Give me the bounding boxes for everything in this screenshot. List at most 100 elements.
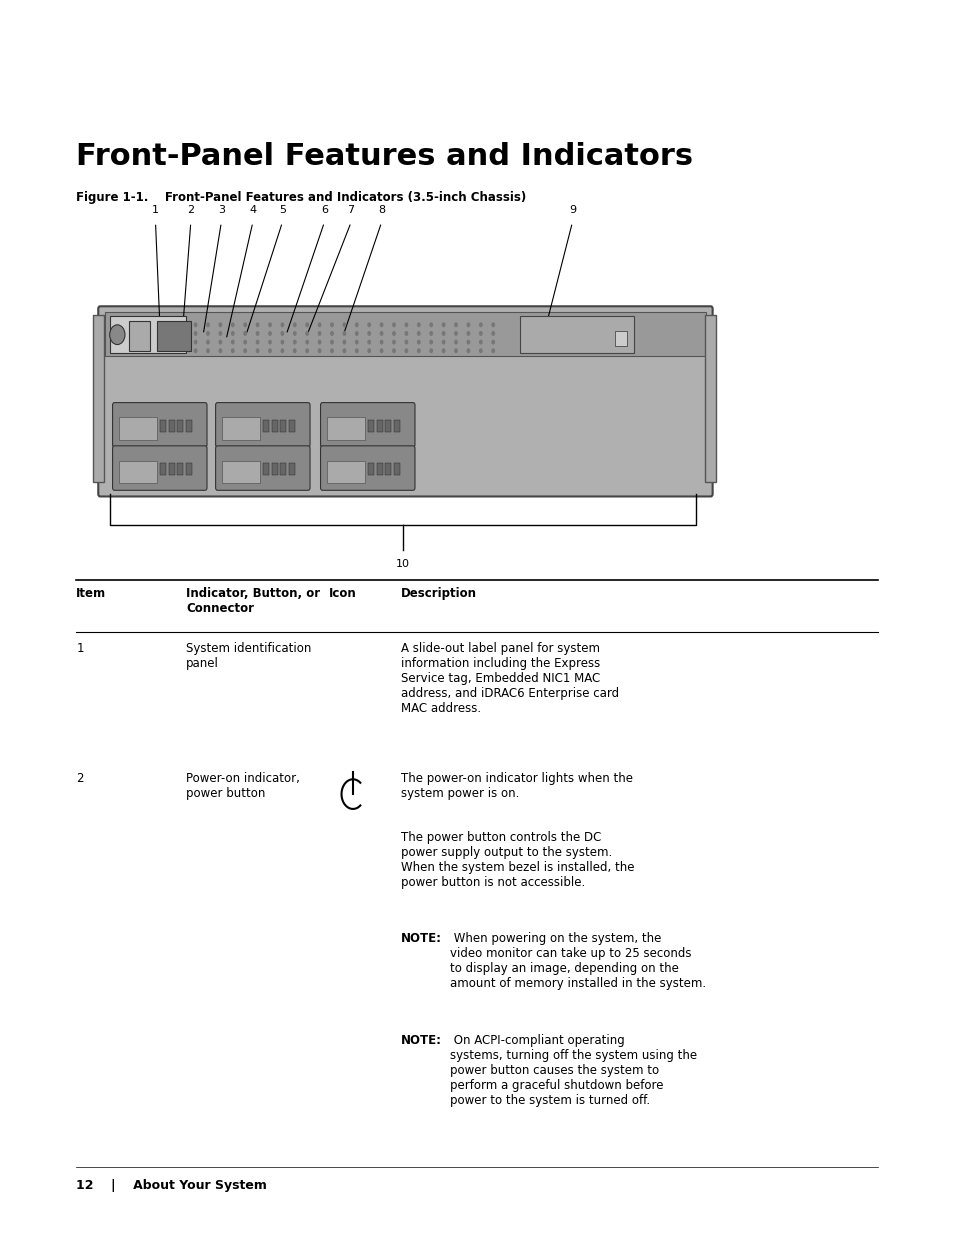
Circle shape <box>317 348 321 353</box>
Circle shape <box>255 348 259 353</box>
Circle shape <box>416 322 420 327</box>
Circle shape <box>206 322 210 327</box>
Text: 10: 10 <box>395 559 410 569</box>
Bar <box>222 417 260 440</box>
Text: 12    |    About Your System: 12 | About Your System <box>76 1179 267 1193</box>
Circle shape <box>305 348 309 353</box>
Circle shape <box>218 340 222 345</box>
Circle shape <box>330 348 334 353</box>
Circle shape <box>491 348 495 353</box>
Circle shape <box>342 348 346 353</box>
FancyBboxPatch shape <box>112 403 207 447</box>
Bar <box>394 420 399 432</box>
Circle shape <box>231 340 234 345</box>
Text: 9: 9 <box>568 205 576 215</box>
Circle shape <box>206 340 210 345</box>
Bar <box>385 420 391 432</box>
Circle shape <box>367 331 371 336</box>
Circle shape <box>280 322 284 327</box>
Text: A slide-out label panel for system
information including the Express
Service tag: A slide-out label panel for system infor… <box>400 642 618 715</box>
Circle shape <box>379 331 383 336</box>
Text: Description: Description <box>400 587 476 600</box>
Circle shape <box>478 331 482 336</box>
Circle shape <box>317 340 321 345</box>
Text: Indicator, Button, or
Connector: Indicator, Button, or Connector <box>186 587 320 615</box>
Circle shape <box>268 348 272 353</box>
Bar <box>119 461 157 483</box>
Circle shape <box>491 331 495 336</box>
Circle shape <box>293 322 296 327</box>
Circle shape <box>379 340 383 345</box>
Circle shape <box>280 340 284 345</box>
Circle shape <box>243 331 247 336</box>
Circle shape <box>491 340 495 345</box>
Bar <box>92 315 104 482</box>
Bar <box>368 420 374 432</box>
Bar <box>119 417 157 440</box>
Circle shape <box>330 322 334 327</box>
Bar <box>177 463 183 475</box>
Circle shape <box>243 340 247 345</box>
Bar <box>280 420 286 432</box>
Bar <box>327 461 365 483</box>
Bar <box>169 463 174 475</box>
Bar <box>327 417 365 440</box>
Text: 3: 3 <box>217 205 225 215</box>
Circle shape <box>268 331 272 336</box>
Circle shape <box>355 348 358 353</box>
Text: 7: 7 <box>347 205 355 215</box>
Text: Item: Item <box>76 587 107 600</box>
Bar <box>105 312 705 356</box>
Circle shape <box>280 348 284 353</box>
Circle shape <box>218 331 222 336</box>
Text: System identification
panel: System identification panel <box>186 642 311 671</box>
Bar <box>272 420 277 432</box>
Bar <box>368 463 374 475</box>
FancyBboxPatch shape <box>98 306 712 496</box>
Bar <box>160 463 166 475</box>
Text: 4: 4 <box>249 205 256 215</box>
Text: 5: 5 <box>278 205 286 215</box>
Circle shape <box>441 348 445 353</box>
Circle shape <box>429 340 433 345</box>
Circle shape <box>466 322 470 327</box>
Circle shape <box>342 322 346 327</box>
Bar <box>376 463 382 475</box>
Circle shape <box>379 348 383 353</box>
Circle shape <box>305 340 309 345</box>
Circle shape <box>355 331 358 336</box>
Circle shape <box>231 322 234 327</box>
Circle shape <box>243 322 247 327</box>
Circle shape <box>367 340 371 345</box>
FancyBboxPatch shape <box>320 446 415 490</box>
Bar <box>376 420 382 432</box>
Bar <box>289 463 294 475</box>
Bar <box>519 316 634 353</box>
Circle shape <box>441 340 445 345</box>
Circle shape <box>342 331 346 336</box>
Circle shape <box>243 348 247 353</box>
Bar <box>280 463 286 475</box>
Text: 1: 1 <box>76 642 84 656</box>
Circle shape <box>466 331 470 336</box>
Bar <box>263 420 269 432</box>
Circle shape <box>206 331 210 336</box>
Circle shape <box>255 340 259 345</box>
Text: The power button controls the DC
power supply output to the system.
When the sys: The power button controls the DC power s… <box>400 831 634 889</box>
Text: Front-Panel Features and Indicators: Front-Panel Features and Indicators <box>76 142 693 170</box>
Bar <box>385 463 391 475</box>
Circle shape <box>218 348 222 353</box>
Circle shape <box>478 348 482 353</box>
Circle shape <box>454 331 457 336</box>
FancyBboxPatch shape <box>112 446 207 490</box>
Circle shape <box>193 322 197 327</box>
Circle shape <box>355 340 358 345</box>
Circle shape <box>255 322 259 327</box>
Bar <box>160 420 166 432</box>
Circle shape <box>305 331 309 336</box>
Text: 8: 8 <box>377 205 385 215</box>
Bar <box>129 321 150 351</box>
Circle shape <box>110 325 125 345</box>
Circle shape <box>454 340 457 345</box>
Circle shape <box>293 340 296 345</box>
